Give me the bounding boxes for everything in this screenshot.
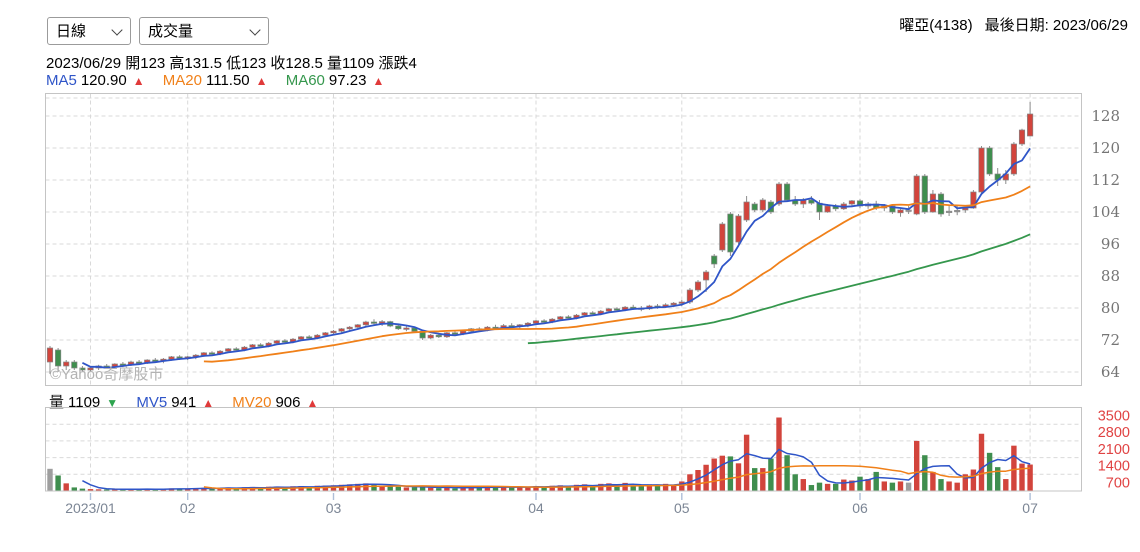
svg-text:2800: 2800	[1098, 425, 1130, 441]
svg-text:88: 88	[1101, 267, 1120, 285]
down-triangle-icon: ▼	[106, 396, 119, 410]
indicator-select[interactable]: 成交量	[139, 17, 269, 45]
svg-text:104: 104	[1091, 203, 1120, 221]
ma20-value: 111.50	[205, 72, 250, 89]
svg-text:64: 64	[1101, 363, 1120, 381]
yahoo-watermark: ©Yahoo奇摩股市	[50, 365, 163, 383]
ma60-legend: MA60 97.23 ▲	[286, 72, 385, 89]
ma60-value: 97.23	[328, 72, 367, 89]
mv20-value: 906	[275, 394, 301, 411]
svg-text:128: 128	[1091, 107, 1120, 125]
svg-text:04: 04	[528, 500, 544, 516]
up-triangle-icon: ▲	[255, 74, 268, 88]
svg-text:96: 96	[1101, 235, 1120, 253]
svg-text:06: 06	[852, 500, 868, 516]
svg-text:03: 03	[326, 500, 342, 516]
svg-text:80: 80	[1101, 299, 1120, 317]
title-bar: 曜亞(4138) 最後日期: 2023/06/29	[899, 14, 1128, 35]
stock-title: 曜亞(4138)	[899, 17, 973, 34]
volume-legend: 量 1109 ▼	[49, 394, 118, 411]
svg-text:1400: 1400	[1098, 459, 1130, 475]
quote-line: 2023/06/29 開123 高131.5 低123 收128.5 量1109…	[46, 55, 417, 72]
mv5-label: MV5	[136, 394, 168, 411]
last-date-label: 最後日期: 2023/06/29	[984, 17, 1128, 34]
volume-value: 1109	[68, 394, 101, 411]
mv20-label: MV20	[232, 394, 272, 411]
up-triangle-icon: ▲	[306, 396, 319, 410]
ma20-legend: MA20 111.50 ▲	[163, 72, 268, 89]
period-select-wrap: 日線	[47, 17, 131, 45]
ma60-label: MA60	[285, 72, 325, 89]
svg-text:07: 07	[1022, 500, 1038, 516]
svg-text:112: 112	[1091, 171, 1120, 189]
ma5-value: 120.90	[80, 72, 127, 89]
svg-text:3500: 3500	[1098, 409, 1130, 425]
volume-label: 量	[49, 394, 65, 411]
up-triangle-icon: ▲	[202, 396, 215, 410]
svg-text:120: 120	[1091, 139, 1120, 157]
ma5-label: MA5	[46, 72, 77, 89]
svg-text:05: 05	[674, 500, 690, 516]
ma-legend-row: MA5 120.90 ▲ MA20 111.50 ▲ MA60 97.23 ▲	[46, 72, 398, 89]
svg-text:2100: 2100	[1098, 442, 1130, 458]
ma20-label: MA20	[162, 72, 202, 89]
svg-text:700: 700	[1106, 475, 1130, 491]
up-triangle-icon: ▲	[372, 74, 385, 88]
up-triangle-icon: ▲	[132, 74, 145, 88]
indicator-select-wrap: 成交量	[139, 17, 269, 45]
mv5-value: 941	[171, 394, 197, 411]
mv5-legend: MV5 941 ▲	[136, 394, 214, 411]
svg-text:72: 72	[1101, 331, 1120, 349]
ma5-legend: MA5 120.90 ▲	[46, 72, 145, 89]
mv20-legend: MV20 906 ▲	[232, 394, 318, 411]
svg-text:2023/01: 2023/01	[65, 500, 116, 516]
period-select[interactable]: 日線	[47, 17, 131, 45]
svg-text:02: 02	[180, 500, 196, 516]
volume-legend-row: 量 1109 ▼ MV5 941 ▲ MV20 906 ▲	[49, 391, 332, 412]
